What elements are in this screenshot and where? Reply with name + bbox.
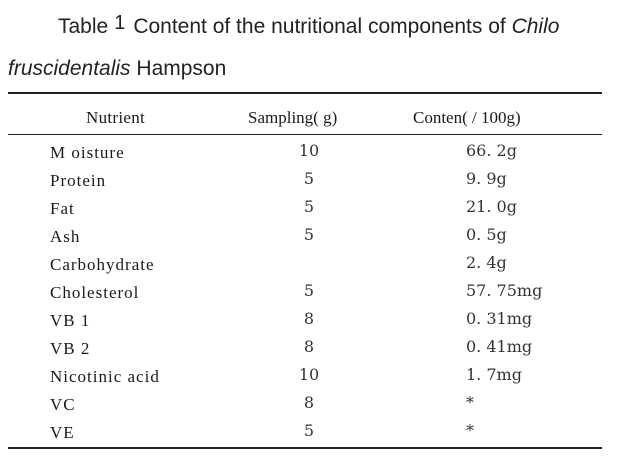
caption-species: fruscidentalis [8,57,131,80]
row-nutrient: Fat [50,199,75,218]
table-caption-line-2: fruscidentalis Hampson [8,56,628,82]
caption-author: Hampson [130,57,227,80]
row-nutrient: VB 2 [50,339,91,358]
table-caption-line-1: Table 1 Content of the nutritional compone… [58,12,634,40]
row-nutrient: VE [50,423,75,442]
row-content: 2. 4g [466,253,507,272]
row-sampling-value: 8 [303,309,315,328]
row-content: * [466,421,474,440]
row-content: 0. 5g [466,225,507,244]
row-sampling-value: 8 [303,393,315,412]
row-content: 21. 0g [466,197,517,216]
row-content: 0. 41mg [466,337,533,356]
table-bottom-rule [8,447,602,449]
row-nutrient: Ash [50,227,81,246]
row-sampling-value: 8 [303,337,315,356]
row-nutrient: M oisture [50,143,125,162]
row-sampling-value: 5 [303,169,315,188]
row-content: 0. 31mg [466,309,533,328]
row-nutrient: Carbohydrate [50,255,155,274]
header-sampling: Sampling( g) [248,108,338,127]
row-content: 1. 7mg [466,365,522,384]
row-sampling-value: 5 [303,421,315,440]
row-sampling-value: 5 [303,281,315,300]
row-sampling-value: 5 [303,225,315,244]
row-sampling-value: 10 [298,141,320,160]
header-nutrient: Nutrient [86,108,146,127]
row-nutrient: VB 1 [50,311,91,330]
caption-title-text: Content of the nutritional components of [133,15,506,38]
header-content: Conten( / 100g) [413,108,521,127]
row-content: 57. 75mg [466,281,543,300]
row-content: * [466,393,474,412]
row-nutrient: Nicotinic acid [50,367,160,386]
caption-label: Table [58,15,109,38]
row-sampling-value: 10 [298,365,320,384]
caption-genus: Chilo [511,15,560,38]
row-nutrient: Cholesterol [50,283,140,302]
row-content: 9. 9g [466,169,507,188]
row-nutrient: Protein [50,171,107,190]
table-header-rule [8,134,602,135]
row-content: 66. 2g [466,141,517,160]
row-nutrient: VC [50,395,76,414]
row-sampling-value: 5 [303,197,315,216]
caption-number: 1 [114,12,126,34]
table-top-rule [8,92,602,94]
